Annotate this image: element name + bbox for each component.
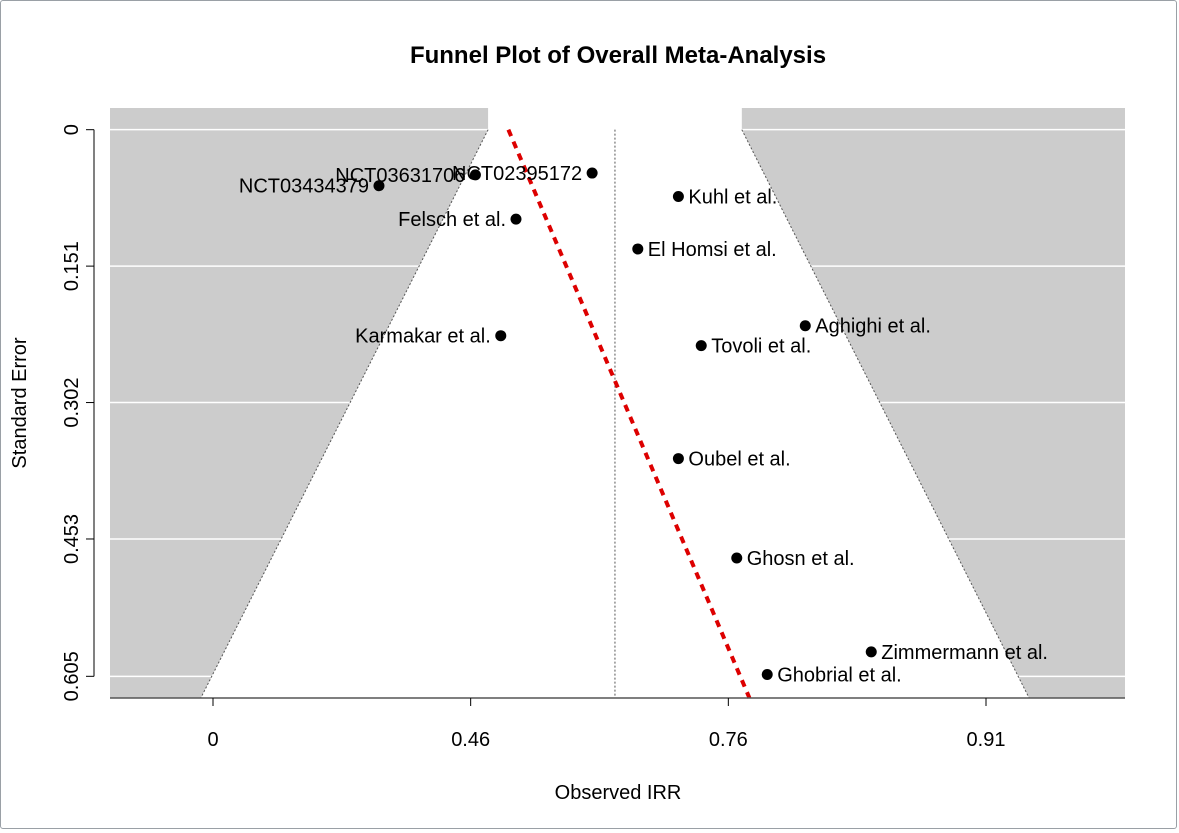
study-point <box>672 191 684 203</box>
study-point <box>695 340 707 352</box>
x-axis-label: Observed IRR <box>555 782 682 804</box>
study-label: NCT02395172 <box>452 163 582 185</box>
x-tick-label: 0.76 <box>709 729 748 751</box>
study-point <box>469 169 481 181</box>
study-label: NCT03631706 <box>335 165 465 187</box>
x-tick-label: 0.46 <box>451 729 490 751</box>
study-point <box>761 669 773 681</box>
y-tick-label: 0 <box>61 124 83 135</box>
study-point <box>731 552 743 564</box>
study-label: Oubel et al. <box>688 449 790 471</box>
y-tick-label: 0.453 <box>61 514 83 564</box>
chart-title: Funnel Plot of Overall Meta-Analysis <box>410 42 826 69</box>
study-point <box>586 167 598 179</box>
study-label: NCT03434379 <box>239 176 369 198</box>
study-point <box>799 320 811 332</box>
study-label: Ghobrial et al. <box>777 665 902 687</box>
x-axis: 0 0.46 0.76 0.91 <box>207 698 1005 751</box>
x-tick-label: 0.91 <box>967 729 1006 751</box>
study-point <box>865 646 877 658</box>
study-label: Aghighi et al. <box>815 316 931 338</box>
study-point <box>495 330 507 342</box>
study-point <box>510 213 522 225</box>
study-label: Zimmermann et al. <box>881 642 1048 664</box>
x-tick-label: 0 <box>207 729 218 751</box>
y-axis-label: Standard Error <box>9 337 31 469</box>
y-tick-label: 0.151 <box>61 241 83 291</box>
study-point <box>373 180 385 192</box>
y-tick-label: 0.302 <box>61 378 83 428</box>
study-label: El Homsi et al. <box>648 239 777 261</box>
study-point <box>632 243 644 255</box>
study-label: Tovoli et al. <box>711 336 811 358</box>
study-point <box>672 453 684 465</box>
study-label: Felsch et al. <box>398 209 506 231</box>
y-axis: 0 0.151 0.302 0.453 0.605 <box>61 124 95 701</box>
study-label: Kuhl et al. <box>688 187 777 209</box>
study-label: Ghosn et al. <box>747 548 855 570</box>
study-label: Karmakar et al. <box>355 326 491 348</box>
y-tick-label: 0.605 <box>61 651 83 701</box>
